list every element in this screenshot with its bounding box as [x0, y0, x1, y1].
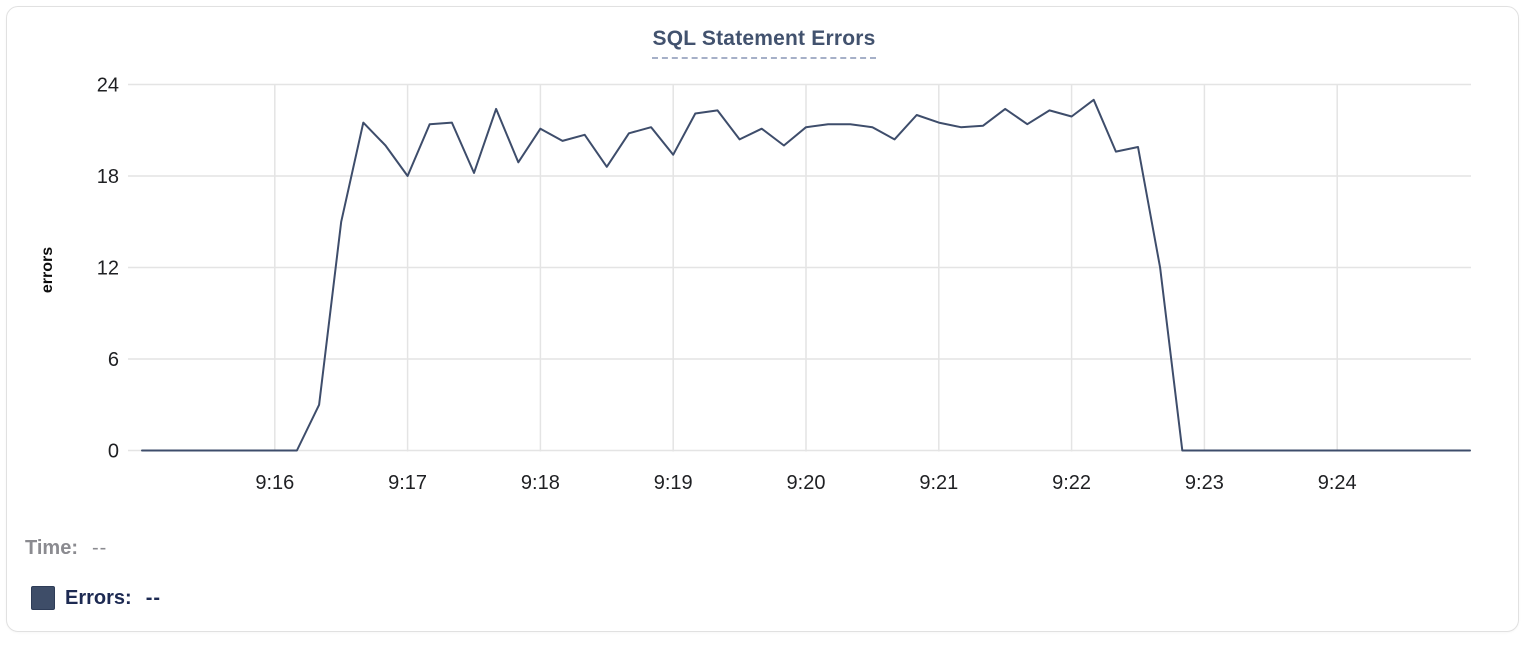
x-tick-label: 9:16 [255, 472, 294, 494]
x-tick-label: 9:21 [919, 472, 958, 494]
y-axis-label: errors [39, 246, 56, 294]
tooltip-time-row: Time: -- [25, 537, 107, 560]
y-tick-label: 24 [97, 75, 119, 97]
y-tick-label: 12 [97, 258, 119, 280]
errors-series-line[interactable] [141, 98, 1471, 452]
chart-header: SQL Statement Errors [0, 27, 1528, 59]
y-tick-label: 0 [108, 441, 119, 463]
time-value: -- [91, 537, 108, 559]
x-tick-label: 9:24 [1318, 472, 1357, 494]
errors-value: -- [145, 586, 162, 609]
chart-card [6, 6, 1519, 632]
time-label: Time: [25, 537, 78, 559]
x-tick-label: 9:22 [1052, 472, 1091, 494]
x-tick-label: 9:17 [388, 472, 427, 494]
tooltip-errors-row: Errors: -- [31, 586, 161, 610]
x-tick-label: 9:20 [787, 472, 826, 494]
y-tick-label: 18 [97, 166, 119, 188]
chart-title[interactable]: SQL Statement Errors [652, 27, 876, 59]
errors-label: Errors: [65, 586, 132, 609]
errors-chart-plot[interactable]: 0 6 12 18 24 9:16 9:17 9:18 9:19 9:20 9:21 9:22 9:23… [0, 0, 1528, 512]
x-tick-label: 9:23 [1185, 472, 1224, 494]
errors-series-swatch [31, 586, 55, 610]
x-tick-label: 9:18 [521, 472, 560, 494]
x-tick-label: 9:19 [654, 472, 693, 494]
y-tick-label: 6 [108, 349, 119, 371]
